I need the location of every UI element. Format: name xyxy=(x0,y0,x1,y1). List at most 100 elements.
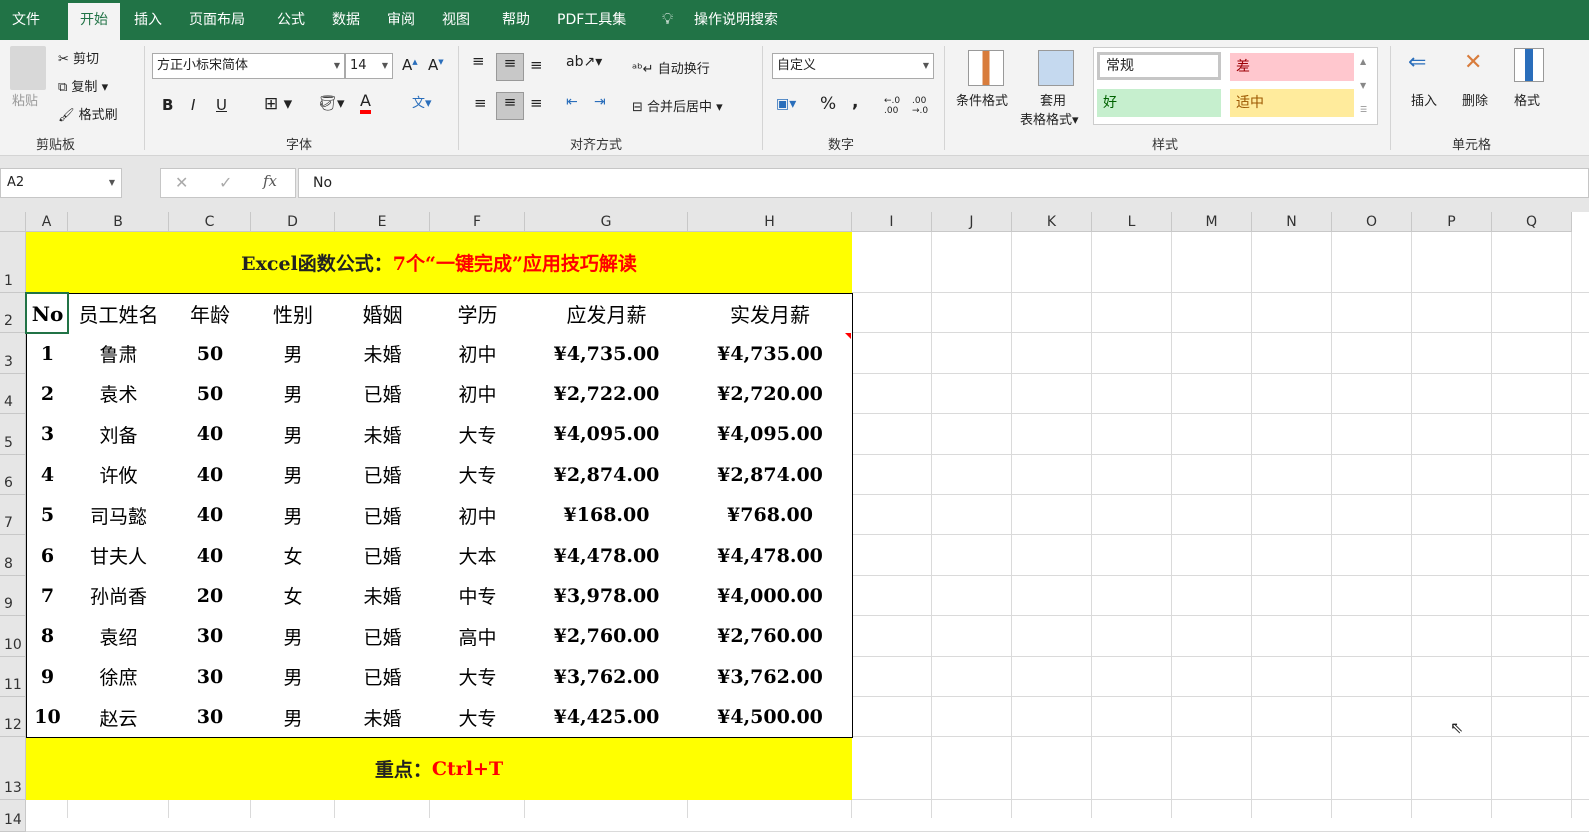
table-cell[interactable]: 大专 xyxy=(430,454,526,496)
table-cell[interactable]: 30 xyxy=(169,656,252,698)
table-cell[interactable]: 3 xyxy=(26,414,69,456)
table-cell[interactable]: ¥3,762.00 xyxy=(688,656,853,698)
table-cell[interactable]: 初中 xyxy=(430,373,526,416)
table-cell[interactable]: 许攸 xyxy=(68,454,170,496)
table-cell[interactable]: ¥4,500.00 xyxy=(688,697,853,738)
table-header-cell[interactable]: 年龄 xyxy=(169,293,252,335)
table-cell[interactable]: 袁绍 xyxy=(68,616,170,658)
style-normal[interactable]: 常规 xyxy=(1097,52,1221,80)
style-bad[interactable]: 差 xyxy=(1230,53,1354,81)
row-header-11[interactable]: 11 xyxy=(0,656,26,697)
phonetic-icon[interactable]: 文▾ xyxy=(412,96,432,111)
table-cell[interactable]: 男 xyxy=(251,656,336,698)
column-header-Q[interactable]: Q xyxy=(1492,212,1572,232)
table-header-cell[interactable]: 性别 xyxy=(251,293,336,335)
delete-button[interactable]: 删除 xyxy=(1462,94,1489,109)
borders-icon[interactable]: ⊞ ▾ xyxy=(264,94,293,114)
column-header-M[interactable]: M xyxy=(1172,212,1252,232)
table-cell[interactable]: 5 xyxy=(26,495,69,537)
currency-icon[interactable]: ▣▾ xyxy=(776,96,797,112)
table-cell[interactable]: 7 xyxy=(26,575,69,618)
name-box[interactable]: A2 ▼ xyxy=(0,168,122,198)
table-cell[interactable]: 30 xyxy=(169,616,252,658)
decrease-font-icon[interactable]: A▼ xyxy=(428,56,444,74)
table-cell[interactable]: ¥4,478.00 xyxy=(688,535,853,577)
table-cell[interactable]: 女 xyxy=(251,535,336,577)
column-header-H[interactable]: H xyxy=(688,212,852,232)
format-button[interactable]: 格式 xyxy=(1514,94,1541,109)
table-cell[interactable]: 50 xyxy=(169,373,252,416)
table-cell[interactable]: 初中 xyxy=(430,333,526,375)
paste-button[interactable]: 粘贴 xyxy=(12,94,39,109)
row-header-2[interactable]: 2 xyxy=(0,293,26,334)
column-header-E[interactable]: E xyxy=(335,212,430,232)
row-header-10[interactable]: 10 xyxy=(0,616,26,657)
column-header-N[interactable]: N xyxy=(1252,212,1332,232)
formula-input[interactable]: No xyxy=(298,168,1589,198)
row-header-6[interactable]: 6 xyxy=(0,454,26,495)
table-cell[interactable]: 大专 xyxy=(430,656,526,698)
table-cell[interactable]: 40 xyxy=(169,495,252,537)
table-cell[interactable]: 孙尚香 xyxy=(68,575,170,618)
fill-color-icon[interactable]: 🪣︎▾ xyxy=(318,94,345,112)
column-header-F[interactable]: F xyxy=(430,212,525,232)
table-cell[interactable]: 袁术 xyxy=(68,373,170,416)
table-cell[interactable]: 鲁肃 xyxy=(68,333,170,375)
table-cell[interactable]: ¥2,874.00 xyxy=(525,454,689,496)
number-format-select[interactable]: 自定义 ▼ xyxy=(772,53,934,79)
table-format-button[interactable]: 表格格式▾ xyxy=(1020,113,1079,128)
align-left-icon[interactable]: ≡ xyxy=(474,94,487,112)
cut-button[interactable]: ✂ 剪切 xyxy=(58,52,100,67)
table-cell[interactable]: 男 xyxy=(251,454,336,496)
table-cell[interactable]: 大专 xyxy=(430,697,526,738)
increase-decimal-icon[interactable]: ←.0.00 xyxy=(884,96,901,116)
tab-6[interactable]: 审阅 xyxy=(387,12,415,28)
table-cell[interactable]: ¥768.00 xyxy=(688,495,853,537)
column-header-J[interactable]: J xyxy=(932,212,1012,232)
tab-0[interactable]: 文件 xyxy=(12,12,40,28)
table-cell[interactable]: ¥2,720.00 xyxy=(688,373,853,416)
table-cell[interactable]: 1 xyxy=(26,333,69,375)
table-cell[interactable]: 赵云 xyxy=(68,697,170,738)
bold-button[interactable]: B xyxy=(162,96,174,114)
table-cell[interactable]: 已婚 xyxy=(335,535,431,577)
conditional-format-button[interactable]: 条件格式 xyxy=(956,94,1009,109)
table-cell[interactable]: ¥2,760.00 xyxy=(525,616,689,658)
table-cell[interactable]: ¥4,000.00 xyxy=(688,575,853,618)
orientation-icon[interactable]: ab↗▾ xyxy=(566,54,603,70)
table-cell[interactable]: 男 xyxy=(251,414,336,456)
table-cell[interactable]: 已婚 xyxy=(335,454,431,496)
table-cell[interactable]: 未婚 xyxy=(335,575,431,618)
column-header-B[interactable]: B xyxy=(68,212,169,232)
align-center-icon[interactable]: ≡ xyxy=(496,92,524,120)
row-header-8[interactable]: 8 xyxy=(0,535,26,576)
table-cell[interactable]: 已婚 xyxy=(335,495,431,537)
tab-5[interactable]: 数据 xyxy=(332,12,360,28)
wrap-text-button[interactable]: ᵃᵇ↵ 自动换行 xyxy=(632,62,710,77)
tab-7[interactable]: 视图 xyxy=(442,12,470,28)
table-cell[interactable]: 2 xyxy=(26,373,69,416)
decrease-indent-icon[interactable]: ⇤ xyxy=(566,94,578,110)
column-header-O[interactable]: O xyxy=(1332,212,1412,232)
table-cell[interactable]: ¥2,874.00 xyxy=(688,454,853,496)
table-cell[interactable]: 中专 xyxy=(430,575,526,618)
table-cell[interactable]: 男 xyxy=(251,495,336,537)
table-cell[interactable]: 女 xyxy=(251,575,336,618)
align-top-icon[interactable]: ≡ xyxy=(472,52,485,70)
row-header-7[interactable]: 7 xyxy=(0,495,26,536)
column-header-P[interactable]: P xyxy=(1412,212,1492,232)
table-cell[interactable]: ¥3,978.00 xyxy=(525,575,689,618)
format-painter-button[interactable]: 🖌︎ 格式刷 xyxy=(58,108,118,123)
table-cell[interactable]: ¥4,735.00 xyxy=(525,333,689,375)
increase-font-icon[interactable]: A▲ xyxy=(402,56,418,74)
style-neutral[interactable]: 适中 xyxy=(1230,89,1354,117)
decrease-decimal-icon[interactable]: .00 →.0 xyxy=(912,96,929,116)
table-cell[interactable]: 初中 xyxy=(430,495,526,537)
table-cell[interactable]: ¥2,722.00 xyxy=(525,373,689,416)
table-cell[interactable]: 20 xyxy=(169,575,252,618)
table-cell[interactable]: 未婚 xyxy=(335,697,431,738)
column-header-L[interactable]: L xyxy=(1092,212,1172,232)
tab-2[interactable]: 插入 xyxy=(134,12,162,28)
row-header-3[interactable]: 3 xyxy=(0,333,26,374)
copy-button[interactable]: ⧉ 复制 ▾ xyxy=(58,80,109,95)
